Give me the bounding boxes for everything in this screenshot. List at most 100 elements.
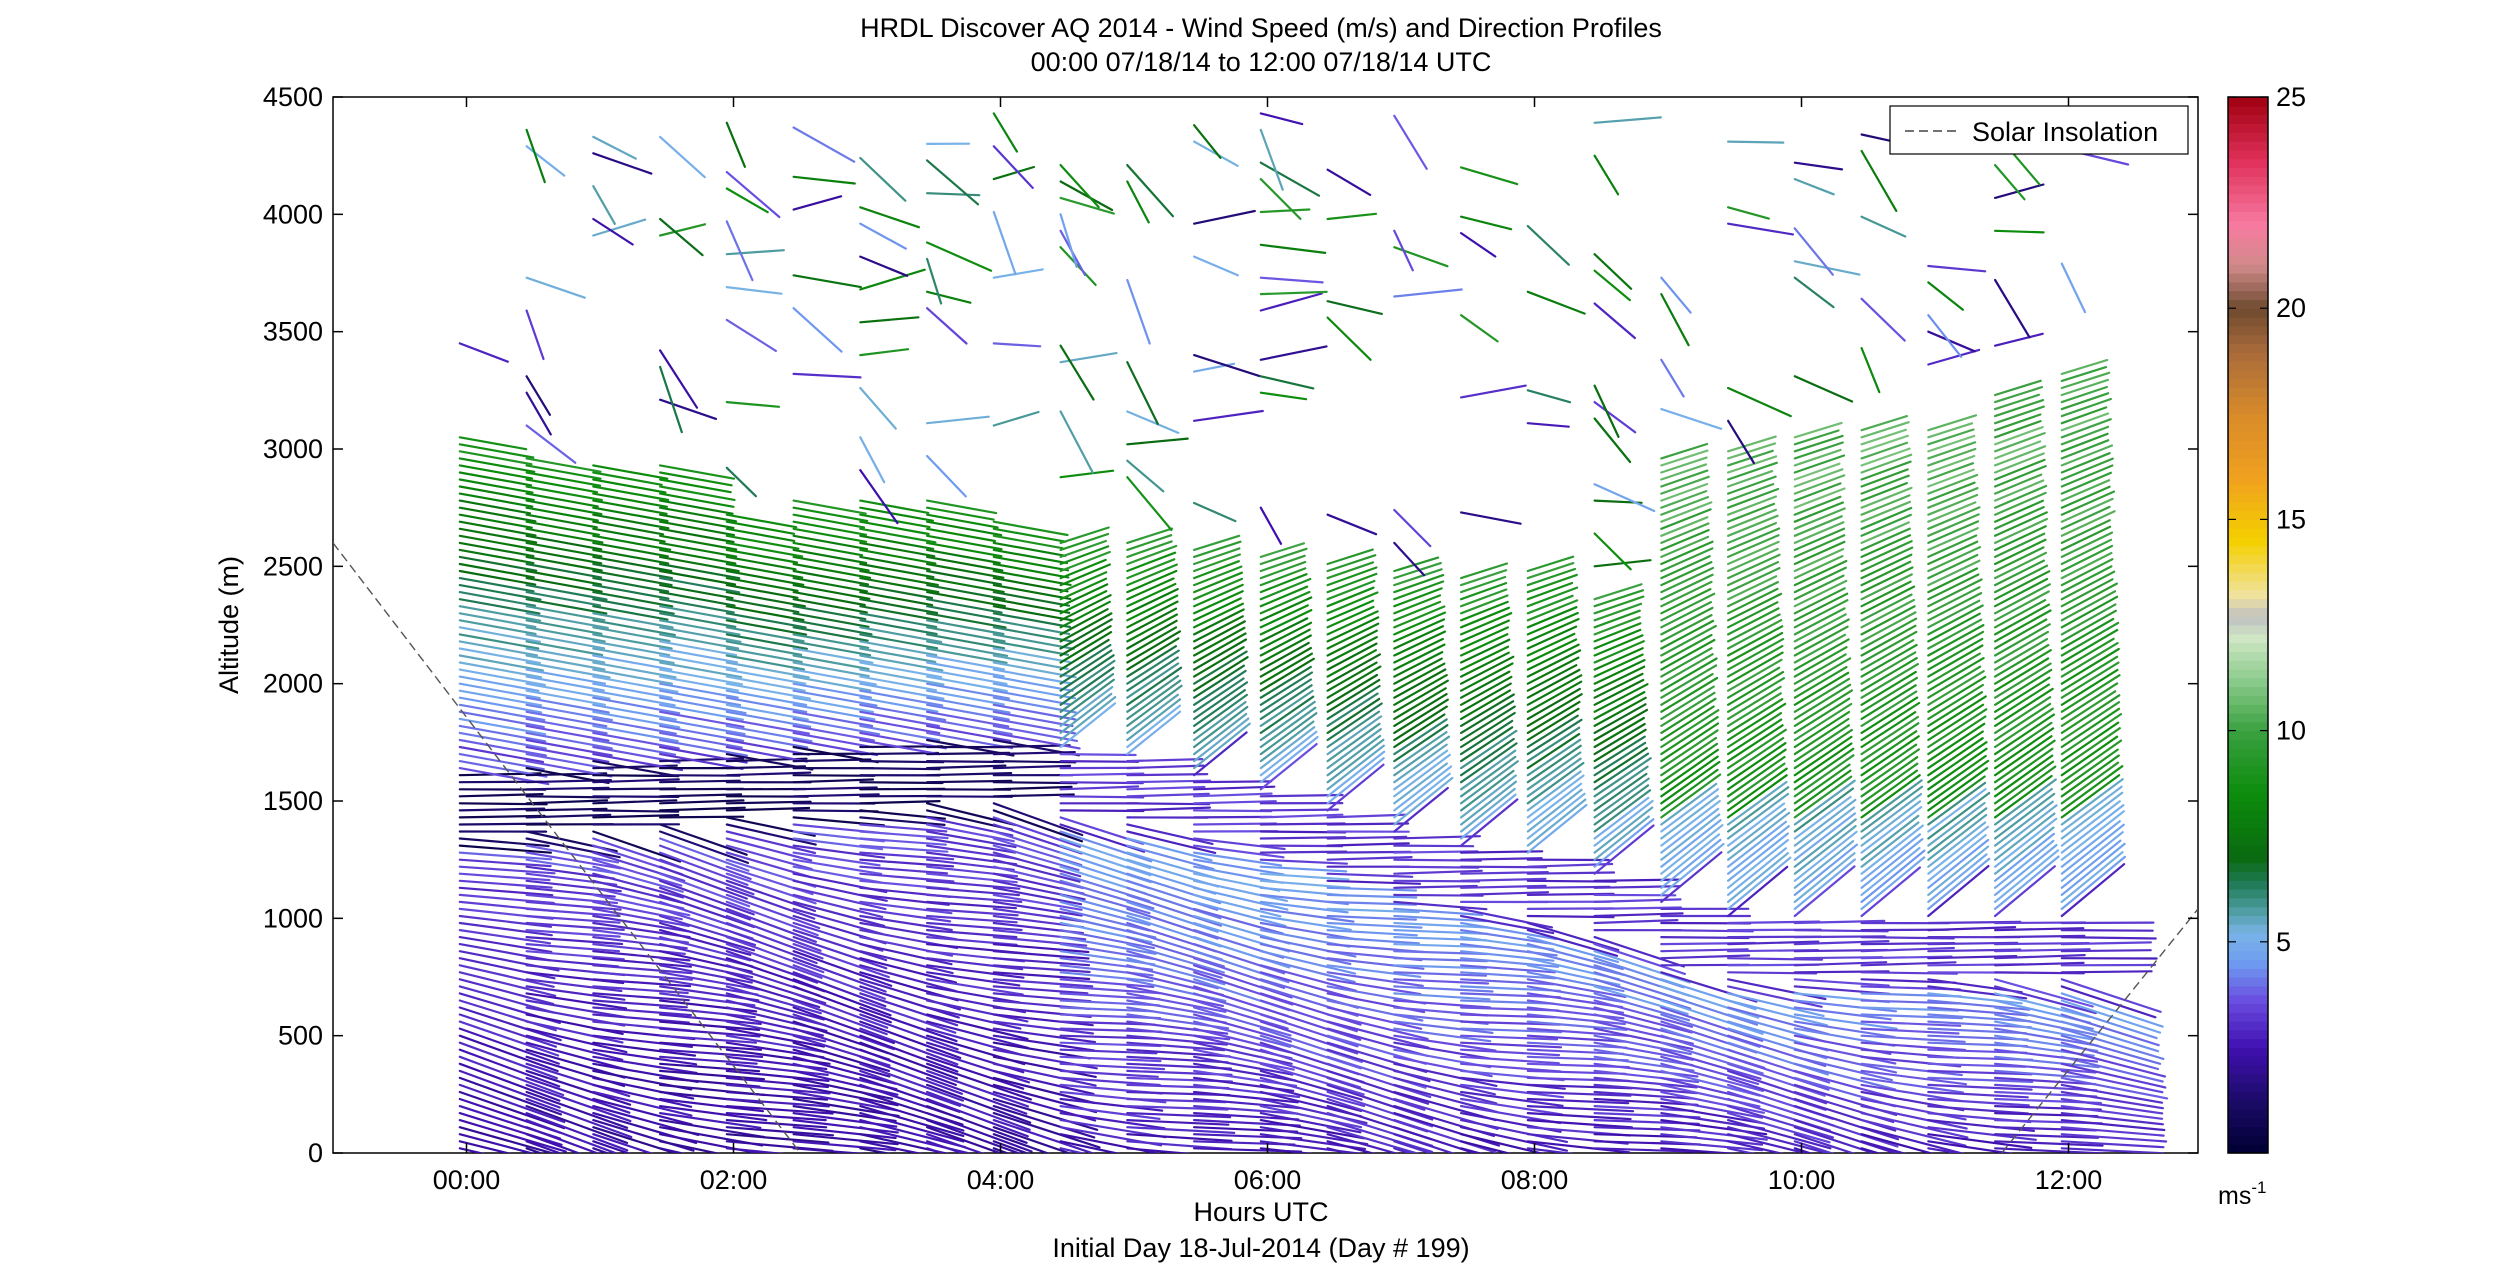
wind-barb: [1927, 591, 1983, 622]
wind-barb: [1259, 112, 1304, 126]
wind-barb: [725, 806, 811, 812]
wind-barb: [1593, 999, 1694, 1028]
wind-barb: [1927, 737, 1984, 777]
wind-barb: [1326, 1083, 1434, 1121]
wind-barb: [1459, 729, 1518, 770]
wind-barb: [992, 1069, 1095, 1096]
wind-barb: [1259, 735, 1319, 784]
wind-barb: [658, 1041, 763, 1051]
wind-barb: [1927, 330, 1976, 353]
wind-barb: [1459, 166, 1519, 186]
wind-barb: [1793, 717, 1850, 756]
wind-barb: [1126, 361, 1159, 425]
colorbar-band: [2228, 1073, 2268, 1084]
wind-barb: [1192, 865, 1284, 885]
wind-barb: [992, 851, 1082, 878]
wind-barb: [992, 583, 1072, 601]
wind-barb: [658, 223, 707, 237]
wind-barb: [792, 1147, 867, 1153]
wind-barb: [1526, 649, 1582, 678]
wind-barb: [1459, 1097, 1564, 1116]
colorbar-band: [2228, 211, 2268, 221]
wind-barb: [1593, 772, 1648, 812]
wind-barb: [458, 1027, 560, 1065]
wind-barb: [1726, 724, 1784, 763]
wind-barb: [859, 851, 955, 861]
wind-barb: [859, 661, 943, 679]
wind-barb: [525, 844, 620, 864]
colorbar-band: [2228, 246, 2268, 256]
wind-barb: [1860, 814, 1920, 861]
wind-barb: [1860, 1097, 1967, 1121]
wind-barb: [1993, 687, 2054, 728]
wind-barb: [1526, 567, 1577, 587]
wind-barb: [2060, 406, 2108, 425]
wind-barb: [1126, 459, 1165, 493]
wind-barb: [1993, 379, 2042, 397]
wind-barb: [458, 583, 542, 601]
colorbar-band: [2228, 968, 2268, 978]
wind-barb: [525, 682, 611, 700]
wind-barb: [1860, 630, 1918, 664]
wind-barb: [2060, 582, 2118, 615]
wind-barb: [525, 506, 599, 522]
wind-barb: [1126, 886, 1222, 920]
wind-barb: [1192, 1027, 1291, 1054]
wind-barb: [1793, 574, 1845, 601]
wind-barb: [1393, 772, 1451, 819]
wind-barb: [1326, 566, 1378, 587]
wind-barb: [525, 654, 606, 671]
wind-barb: [1593, 942, 1687, 976]
wind-barb: [1526, 714, 1579, 749]
wind-barb: [859, 469, 899, 525]
wind-barb: [525, 813, 612, 819]
wind-barb: [992, 1055, 1097, 1079]
wind-barb: [458, 598, 541, 615]
wind-barb: [1660, 685, 1715, 721]
y-tick-label: 2000: [263, 669, 323, 699]
wind-barb: [725, 647, 803, 664]
wind-barb: [1526, 389, 1572, 404]
colorbar-band: [2228, 889, 2268, 899]
wind-barb: [1793, 697, 1851, 735]
wind-barb: [1192, 1062, 1297, 1082]
wind-barb: [1860, 748, 1921, 791]
wind-barb: [1459, 575, 1507, 594]
wind-barb: [1993, 735, 2053, 777]
wind-barb: [1526, 1048, 1625, 1055]
colorbar-band: [2228, 105, 2268, 116]
wind-barb: [992, 689, 1072, 706]
wind-barb: [725, 661, 810, 679]
wind-barb: [1927, 1097, 2030, 1107]
wind-barb: [1927, 264, 1987, 273]
wind-barb: [658, 619, 741, 636]
wind-barb: [1192, 792, 1273, 798]
wind-barb: [792, 1133, 899, 1146]
wind-barb: [925, 499, 998, 515]
wind-barb: [525, 978, 623, 993]
wind-barb: [1860, 792, 1923, 840]
wind-barb: [992, 1076, 1096, 1105]
wind-barb: [1192, 209, 1256, 225]
wind-barb: [1860, 527, 1911, 552]
wind-barb: [1593, 634, 1644, 657]
wind-barb: [658, 710, 745, 728]
wind-barb: [1593, 559, 1652, 568]
wind-barb: [1259, 957, 1356, 984]
wind-barb: [725, 717, 811, 735]
wind-barb: [658, 598, 735, 614]
wind-barb: [1259, 1027, 1364, 1064]
wind-barb: [1126, 607, 1178, 636]
wind-barb: [1726, 587, 1779, 615]
wind-barb: [458, 914, 553, 928]
wind-barb: [1326, 561, 1375, 580]
wind-barb: [2060, 761, 2120, 805]
wind-barb: [1059, 618, 1113, 650]
wind-barb: [1726, 685, 1782, 721]
wind-barb: [1660, 528, 1710, 552]
wind-barb: [1192, 1055, 1294, 1076]
wind-barb: [725, 893, 821, 930]
wind-barb: [1993, 934, 2086, 939]
wind-barb: [925, 1104, 1028, 1144]
colorbar-band: [2228, 625, 2268, 635]
